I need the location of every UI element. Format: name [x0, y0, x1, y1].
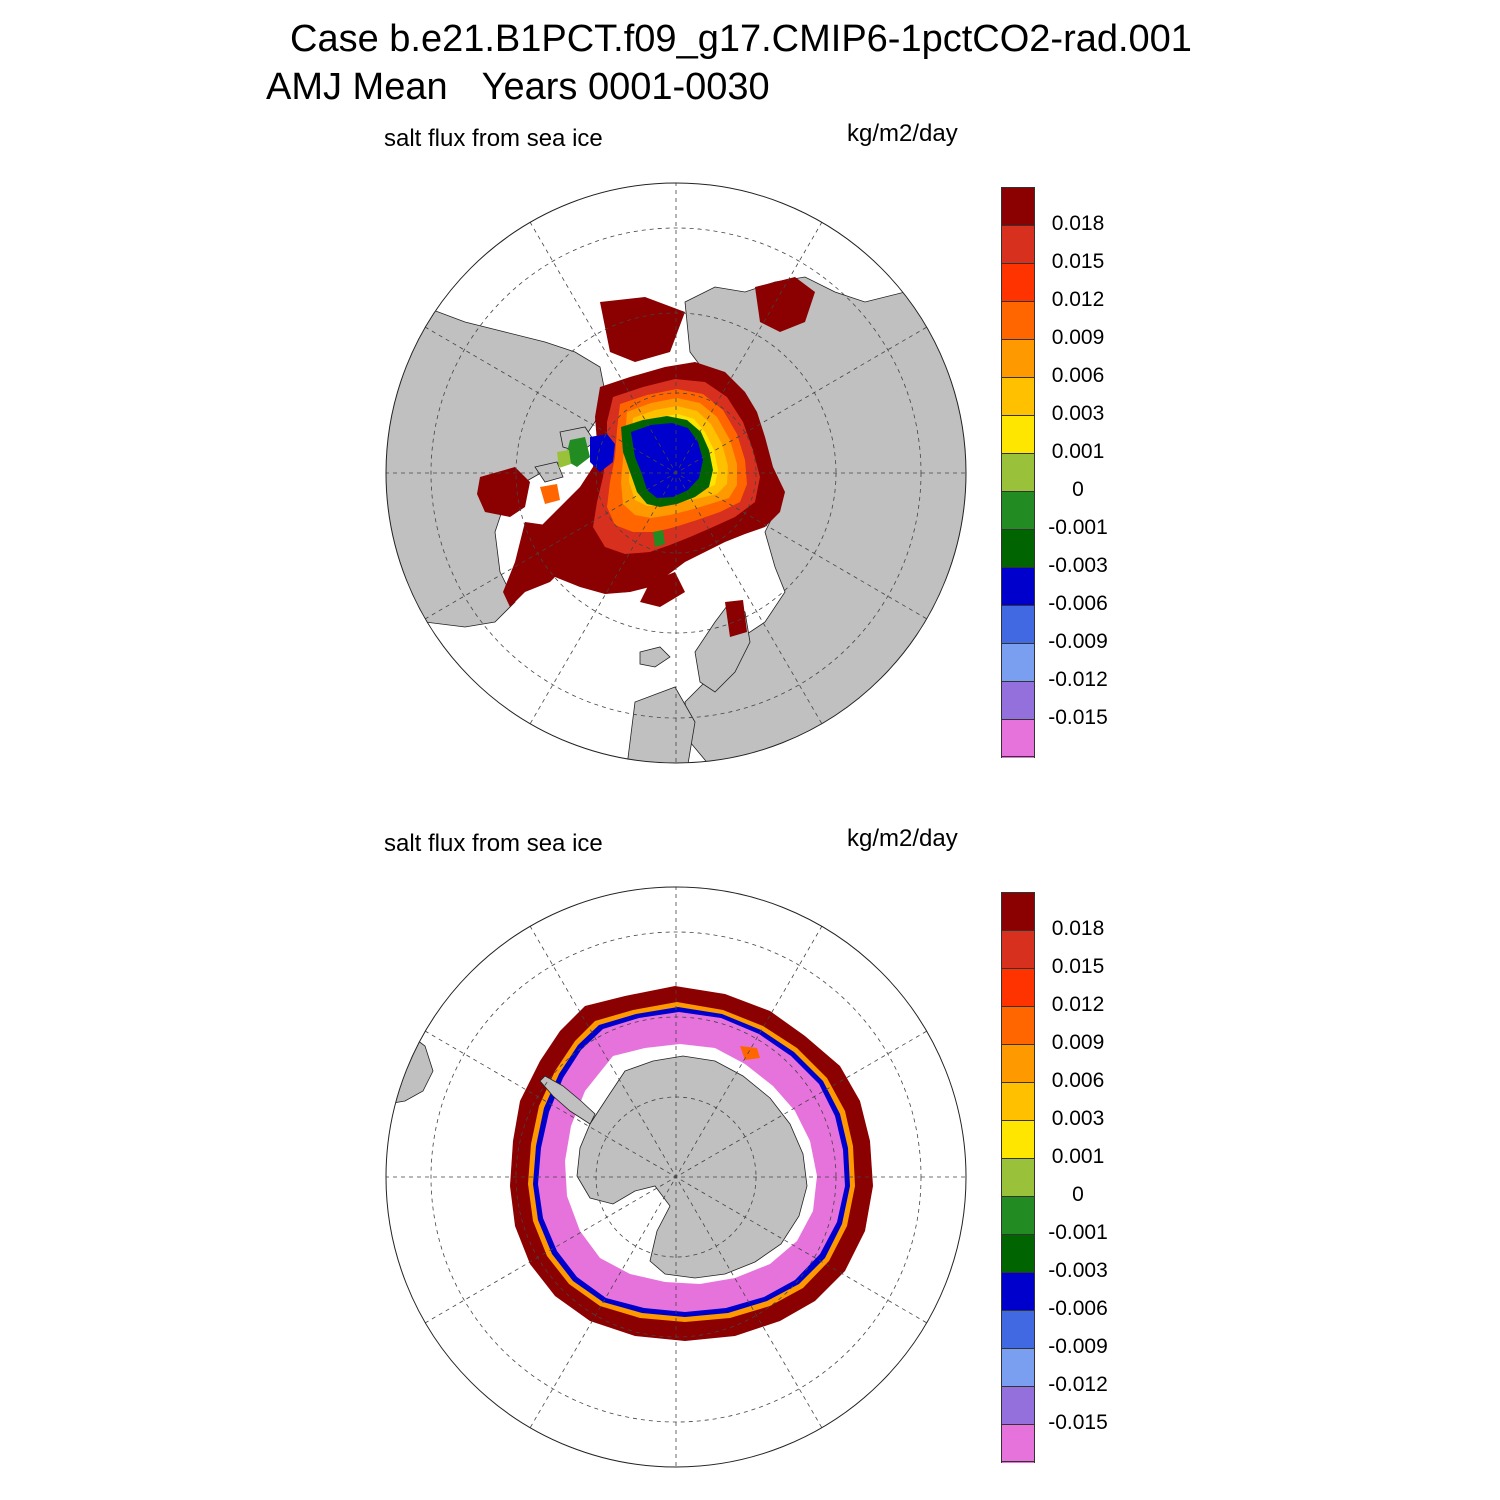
north-colorbar-swatch: [1001, 377, 1035, 416]
north-colorbar-swatch: [1001, 301, 1035, 340]
south-colorbar-tick-label: 0.009: [1051, 1031, 1105, 1054]
south-panel-variable-label: salt flux from sea ice: [384, 830, 603, 857]
arctic-field-archipelago-green: [565, 437, 590, 467]
years-label: Years 0001-0030: [481, 66, 770, 108]
case-title: Case b.e21.B1PCT.f09_g17.CMIP6-1pctCO2-r…: [290, 18, 1192, 60]
north-colorbar-swatch: [1001, 529, 1035, 568]
south-colorbar-swatch: [1001, 1120, 1035, 1159]
north-colorbar-swatch: [1001, 643, 1035, 682]
south-colorbar-tick-label: 0.003: [1051, 1107, 1105, 1130]
north-colorbar-swatch: [1001, 415, 1035, 454]
arctic-graticule: [386, 183, 966, 763]
arctic-field-baltic: [725, 600, 747, 637]
arctic-field-archipelago-blue: [590, 434, 615, 472]
south-colorbar-swatch: [1001, 1310, 1035, 1349]
south-colorbar-swatch: [1001, 1158, 1035, 1197]
south-colorbar-tick-label: 0.006: [1051, 1069, 1105, 1092]
south-colorbar-swatch: [1001, 930, 1035, 969]
arctic-salt-flux-field: [477, 277, 815, 637]
period-label: AMJ Mean: [266, 66, 448, 108]
north-colorbar-tick-label: 0.015: [1051, 250, 1105, 273]
south-colorbar-tick-label: 0.001: [1051, 1145, 1105, 1168]
south-colorbar-swatch: [1001, 1006, 1035, 1045]
north-colorbar-swatch: [1001, 681, 1035, 720]
north-colorbar-swatch: [1001, 187, 1035, 226]
north-colorbar-swatch: [1001, 567, 1035, 606]
north-colorbar-swatch: [1001, 491, 1035, 530]
north-colorbar-tick-label: 0.001: [1051, 440, 1105, 463]
south-colorbar-swatch: [1001, 1234, 1035, 1273]
arctic-field-band-neg006: [631, 423, 703, 498]
arctic-field-greenland-east: [640, 572, 685, 607]
arctic-field-bering: [600, 297, 685, 362]
north-colorbar: [1001, 187, 1035, 758]
south-colorbar-tick-label: 0: [1072, 1183, 1084, 1206]
antarctic-graticule: [386, 887, 966, 1467]
north-colorbar-tick-label: 0.009: [1051, 326, 1105, 349]
antarctic-field-east-orange: [740, 1046, 760, 1060]
south-colorbar-tick-label: 0.018: [1051, 917, 1105, 940]
south-colorbar-tick-label: -0.012: [1048, 1373, 1108, 1396]
north-colorbar-tick-label: 0.003: [1051, 402, 1105, 425]
north-panel-variable-label: salt flux from sea ice: [384, 125, 603, 152]
arctic-map-border: [385, 182, 967, 764]
south-colorbar-swatch: [1001, 1424, 1035, 1463]
north-colorbar-swatch: [1001, 453, 1035, 492]
north-panel-units-label: kg/m2/day: [847, 120, 958, 147]
south-colorbar-tick-label: 0.015: [1051, 955, 1105, 978]
arctic-field-okhotsk: [755, 277, 815, 332]
south-colorbar-tick-label: -0.001: [1048, 1221, 1108, 1244]
north-colorbar-swatch: [1001, 719, 1035, 758]
arctic-field-hudson: [477, 467, 530, 517]
north-colorbar-tick-label: -0.006: [1048, 592, 1108, 615]
antarctic-map: [385, 886, 967, 1468]
north-colorbar-tick-label: 0.012: [1051, 288, 1105, 311]
north-colorbar-tick-label: -0.003: [1048, 554, 1108, 577]
south-colorbar-swatch: [1001, 968, 1035, 1007]
south-colorbar-tick-label: -0.006: [1048, 1297, 1108, 1320]
south-colorbar-tick-label: -0.009: [1048, 1335, 1108, 1358]
south-colorbar-swatch: [1001, 1196, 1035, 1235]
north-colorbar-swatch: [1001, 605, 1035, 644]
north-colorbar-swatch: [1001, 263, 1035, 302]
north-colorbar-tick-label: -0.009: [1048, 630, 1108, 653]
antarctic-map-border: [385, 886, 967, 1468]
south-colorbar-tick-label: 0.012: [1051, 993, 1105, 1016]
north-colorbar-tick-label: 0: [1072, 478, 1084, 501]
north-colorbar-swatch: [1001, 225, 1035, 264]
south-colorbar-swatch: [1001, 892, 1035, 931]
south-colorbar-tick-label: -0.003: [1048, 1259, 1108, 1282]
north-colorbar-swatch: [1001, 339, 1035, 378]
south-colorbar-swatch: [1001, 1082, 1035, 1121]
antarctica-land: [576, 1055, 808, 1279]
arctic-field-archipelago-olive: [557, 450, 571, 468]
south-colorbar-swatch: [1001, 1044, 1035, 1083]
north-colorbar-tick-label: 0.006: [1051, 364, 1105, 387]
south-colorbar-swatch: [1001, 1272, 1035, 1311]
arctic-map: [385, 182, 967, 764]
south-colorbar-swatch: [1001, 1348, 1035, 1387]
north-colorbar-tick-label: -0.001: [1048, 516, 1108, 539]
arctic-field-greenland-green: [653, 530, 665, 547]
north-colorbar-tick-label: -0.012: [1048, 668, 1108, 691]
arctic-field-baffin-orange: [540, 484, 560, 504]
south-colorbar: [1001, 892, 1035, 1463]
period-title: AMJ Mean Years 0001-0030: [266, 66, 770, 109]
arctic-field-labrador: [503, 522, 570, 607]
north-colorbar-tick-label: 0.018: [1051, 212, 1105, 235]
south-panel-units-label: kg/m2/day: [847, 825, 958, 852]
south-colorbar-swatch: [1001, 1386, 1035, 1425]
north-colorbar-tick-label: -0.015: [1048, 706, 1108, 729]
south-colorbar-tick-label: -0.015: [1048, 1411, 1108, 1434]
antarctic-peninsula-land: [539, 1075, 596, 1125]
